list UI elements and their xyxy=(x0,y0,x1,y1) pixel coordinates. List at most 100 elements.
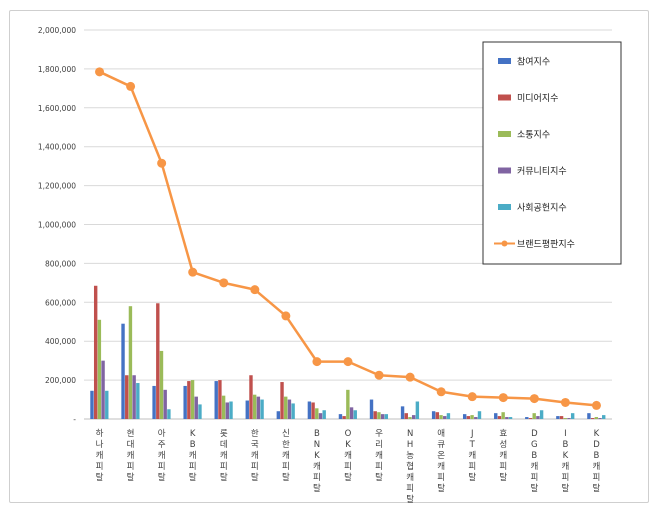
bar-4 xyxy=(194,396,198,419)
bar-5 xyxy=(136,383,140,419)
y-tick-label: 1,000,000 xyxy=(38,221,76,230)
bar-3 xyxy=(252,394,257,419)
legend-label: 참여지수 xyxy=(517,56,550,68)
y-tick-label: 200,000 xyxy=(45,376,76,385)
y-tick-label: 2,000,000 xyxy=(38,26,76,35)
bar-4 xyxy=(163,389,167,419)
bar-5 xyxy=(322,410,326,419)
y-tick-label: 400,000 xyxy=(45,337,76,346)
bar-1 xyxy=(307,401,312,419)
bar-2 xyxy=(435,412,440,419)
bar-2 xyxy=(280,382,284,419)
bar-3 xyxy=(190,380,195,419)
bar-3 xyxy=(377,412,381,419)
bar-1 xyxy=(369,399,374,419)
reputation-point xyxy=(343,357,353,367)
bar-2 xyxy=(311,402,315,419)
reputation-point xyxy=(560,397,570,407)
bar-1 xyxy=(494,413,498,419)
bar-3 xyxy=(532,413,536,419)
bar-4 xyxy=(225,402,230,419)
legend-box xyxy=(482,41,622,265)
bar-4 xyxy=(474,417,478,419)
legend-swatch xyxy=(498,94,511,101)
reputation-point xyxy=(281,311,291,321)
legend-swatch xyxy=(498,131,511,137)
bar-2 xyxy=(249,375,253,419)
reputation-point xyxy=(591,400,601,410)
bar-2 xyxy=(559,416,564,419)
legend-label: 커뮤니티지수 xyxy=(517,166,567,177)
bar-2 xyxy=(373,411,377,419)
bar-2 xyxy=(342,416,346,419)
y-tick-label: 1,400,000 xyxy=(38,143,76,152)
reputation-point xyxy=(250,285,260,295)
reputation-point xyxy=(529,394,539,404)
bar-2 xyxy=(187,381,191,419)
bar-4 xyxy=(349,407,354,419)
bar-5 xyxy=(229,401,233,419)
bar-1 xyxy=(400,406,405,419)
bar-1 xyxy=(152,385,156,419)
bar-5 xyxy=(539,410,544,419)
bar-4 xyxy=(443,416,447,419)
bar-1 xyxy=(276,411,281,419)
bar-5 xyxy=(508,417,513,419)
bar-2 xyxy=(218,380,222,419)
bar-3 xyxy=(563,418,567,419)
bar-2 xyxy=(404,413,408,419)
y-tick-label: 800,000 xyxy=(45,259,76,268)
bar-3 xyxy=(408,417,412,419)
bar-1 xyxy=(183,385,187,419)
bar-2 xyxy=(528,418,533,419)
bar-5 xyxy=(570,413,575,419)
reputation-point xyxy=(467,392,477,402)
bar-1 xyxy=(587,413,591,419)
bar-3 xyxy=(439,415,443,419)
bar-4 xyxy=(101,360,105,419)
y-tick-label: 1,600,000 xyxy=(38,104,76,113)
bar-1 xyxy=(90,390,94,419)
y-tick-label: 1,200,000 xyxy=(38,182,76,191)
legend-label: 브랜드평판지수 xyxy=(517,239,575,250)
bar-1 xyxy=(245,400,249,419)
bar-4 xyxy=(287,399,292,419)
x-tick-labels: 하 나 캐 피 탈 현 대 캐 피 탈 아 주 캐 피 탈 K B 캐 피 탈 롯 데 캐 피 탈 한 국 캐 피 탈 신 한 캐 피 탈 B N K 캐 피… xyxy=(96,428,601,505)
bar-3 xyxy=(128,306,133,419)
y-tick-label: 600,000 xyxy=(45,298,76,307)
legend-marker xyxy=(501,240,508,247)
bar-4 xyxy=(318,413,323,419)
reputation-point xyxy=(188,267,198,277)
reputation-point xyxy=(95,67,105,77)
axes: - 200,000 400,000 600,000 800,000 1,000,000 1,… xyxy=(38,26,76,424)
reputation-point xyxy=(219,278,229,288)
bar-1 xyxy=(121,323,125,419)
bar-4 xyxy=(256,396,261,419)
bar-2 xyxy=(497,416,502,419)
bar-3 xyxy=(470,415,474,419)
bar-2 xyxy=(590,418,595,419)
bar-3 xyxy=(315,408,319,419)
bar-5 xyxy=(384,414,389,419)
bar-2 xyxy=(93,285,98,419)
legend-swatch xyxy=(498,58,511,64)
reputation-point xyxy=(126,81,136,91)
bar-5 xyxy=(477,411,482,419)
bar-1 xyxy=(338,414,343,419)
bar-1 xyxy=(431,411,436,419)
reputation-line xyxy=(95,67,601,410)
bar-4 xyxy=(567,418,571,419)
bar-5 xyxy=(260,399,264,419)
